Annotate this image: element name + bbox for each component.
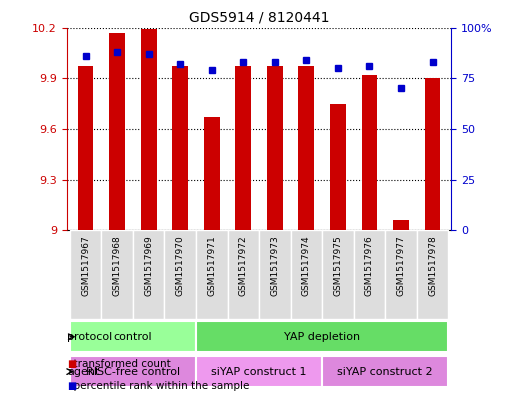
Bar (172, 66, 188, 230)
FancyBboxPatch shape (259, 230, 290, 319)
Text: ■: ■ (67, 360, 76, 369)
FancyBboxPatch shape (70, 356, 196, 387)
Text: GSM1517972: GSM1517972 (239, 235, 248, 296)
Title: GDS5914 / 8120441: GDS5914 / 8120441 (189, 11, 329, 25)
Bar (267, 66, 283, 230)
FancyBboxPatch shape (417, 230, 448, 319)
Bar (362, 75, 378, 230)
Bar (204, 117, 220, 230)
Text: protocol: protocol (67, 332, 112, 342)
FancyBboxPatch shape (353, 230, 385, 319)
Bar (330, 104, 346, 230)
FancyBboxPatch shape (290, 230, 322, 319)
Text: GSM1517970: GSM1517970 (176, 235, 185, 296)
Bar (425, 78, 440, 230)
Text: GSM1517967: GSM1517967 (81, 235, 90, 296)
Text: GSM1517978: GSM1517978 (428, 235, 437, 296)
Text: RISC-free control: RISC-free control (86, 367, 180, 376)
FancyBboxPatch shape (133, 230, 165, 319)
FancyBboxPatch shape (385, 230, 417, 319)
FancyBboxPatch shape (322, 356, 448, 387)
FancyBboxPatch shape (196, 321, 448, 353)
Text: percentile rank within the sample: percentile rank within the sample (67, 381, 249, 391)
Text: GSM1517969: GSM1517969 (144, 235, 153, 296)
Text: control: control (113, 332, 152, 342)
Bar (109, 33, 125, 230)
Text: transformed count: transformed count (67, 360, 170, 369)
Bar (393, 220, 409, 230)
Text: GSM1517968: GSM1517968 (113, 235, 122, 296)
Text: ■: ■ (67, 381, 76, 391)
Bar (78, 66, 93, 230)
Text: GSM1517974: GSM1517974 (302, 235, 311, 296)
Bar (299, 66, 314, 230)
FancyBboxPatch shape (165, 230, 196, 319)
FancyBboxPatch shape (196, 230, 228, 319)
Text: GSM1517973: GSM1517973 (270, 235, 280, 296)
FancyBboxPatch shape (196, 356, 322, 387)
FancyBboxPatch shape (70, 230, 102, 319)
FancyBboxPatch shape (102, 230, 133, 319)
FancyBboxPatch shape (228, 230, 259, 319)
Text: GSM1517971: GSM1517971 (207, 235, 216, 296)
Text: GSM1517977: GSM1517977 (397, 235, 405, 296)
Text: YAP depletion: YAP depletion (284, 332, 360, 342)
FancyBboxPatch shape (70, 321, 196, 353)
FancyBboxPatch shape (322, 230, 353, 319)
Bar (235, 66, 251, 230)
Bar (141, 29, 156, 230)
Text: siYAP construct 1: siYAP construct 1 (211, 367, 307, 376)
Text: GSM1517975: GSM1517975 (333, 235, 342, 296)
Text: agent: agent (67, 367, 100, 376)
Text: siYAP construct 2: siYAP construct 2 (338, 367, 433, 376)
Text: GSM1517976: GSM1517976 (365, 235, 374, 296)
